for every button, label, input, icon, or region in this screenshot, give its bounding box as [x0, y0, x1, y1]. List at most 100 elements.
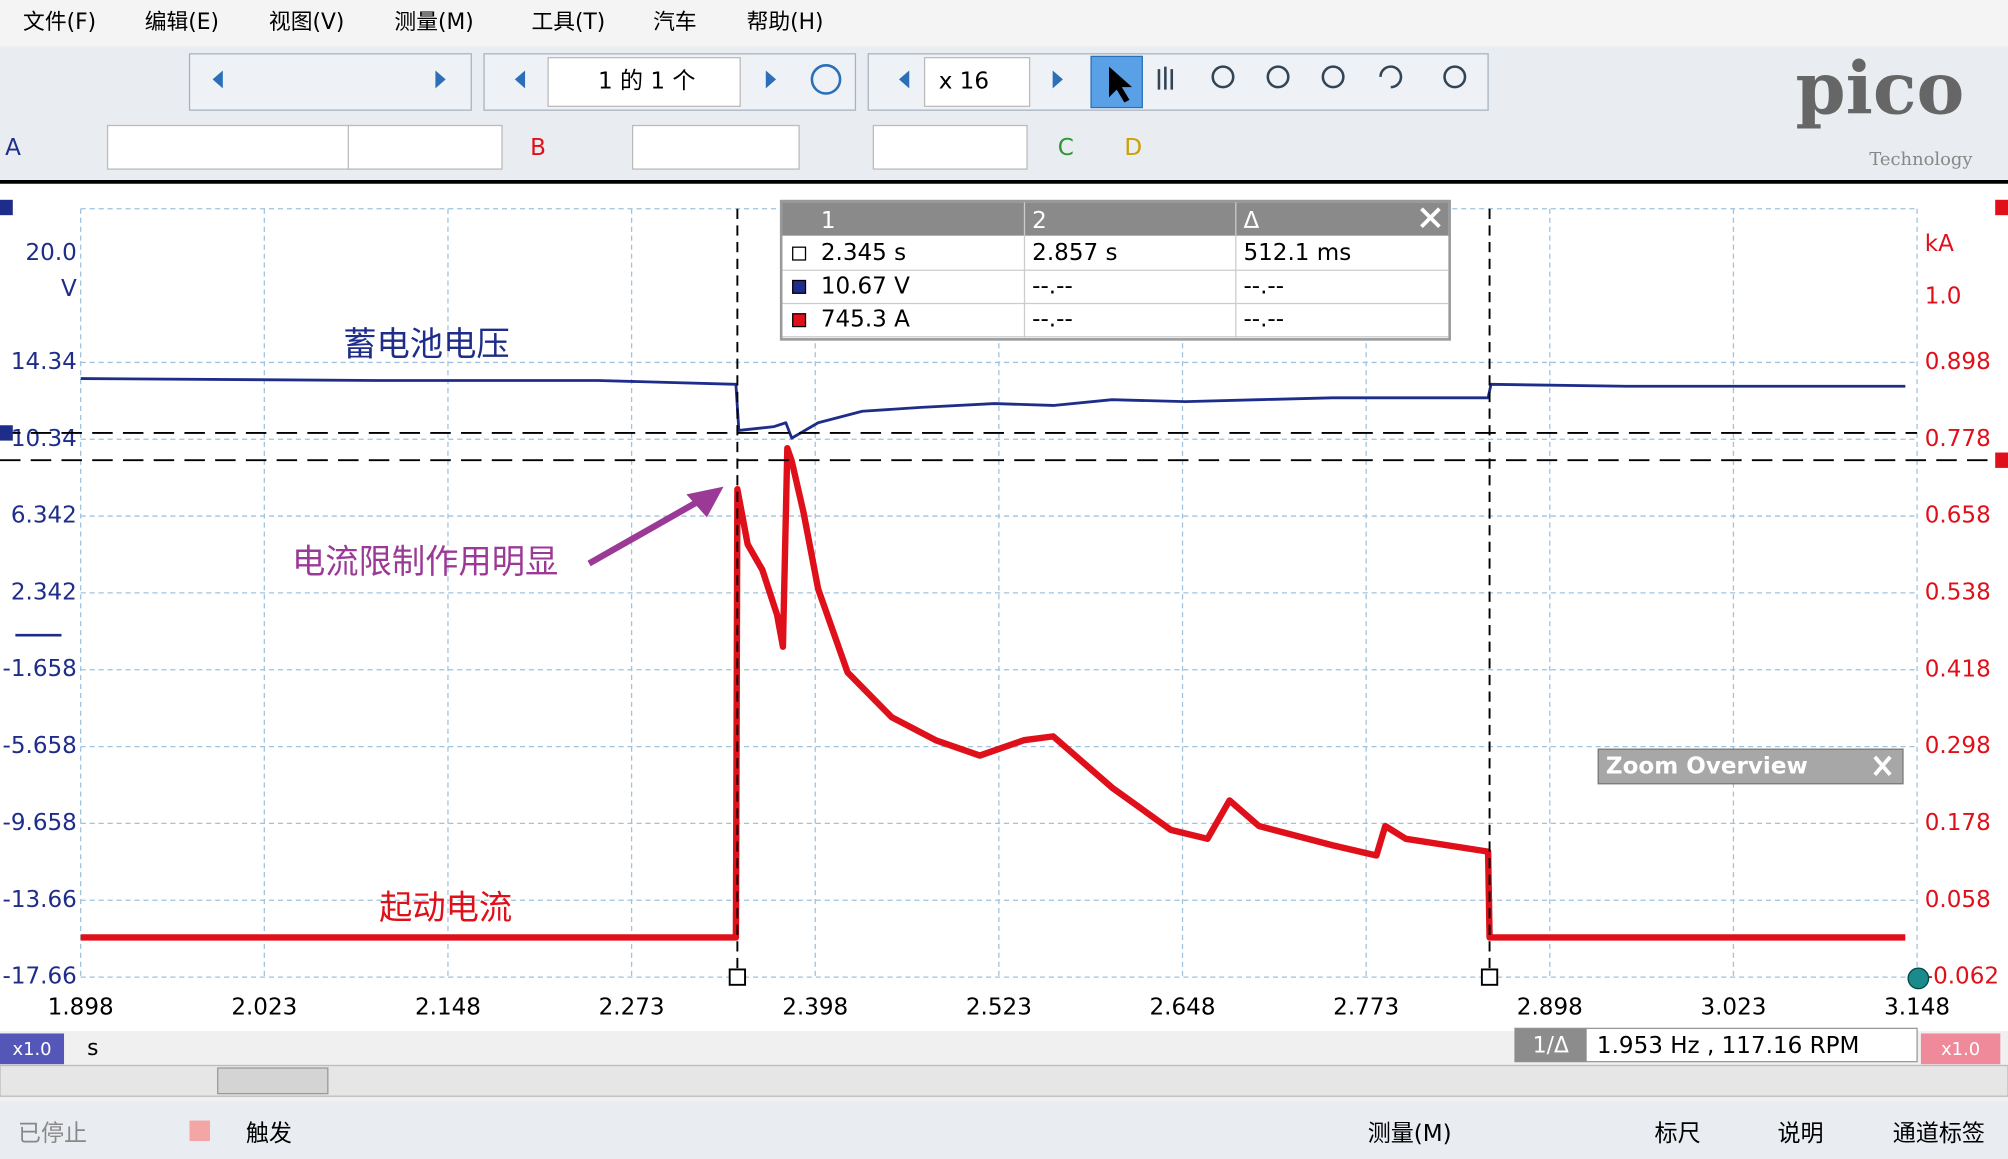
tool-icons	[810, 64, 1467, 95]
y-tick-label: 20.0	[26, 240, 77, 266]
pointer-button[interactable]	[1090, 55, 1143, 109]
annotation: 蓄电池电压	[343, 324, 509, 363]
y2-tick-label: 0.898	[1925, 349, 1991, 375]
bottom-button[interactable]: 标尺	[1655, 1121, 1701, 1147]
ruler-handle[interactable]	[1995, 452, 2008, 468]
bottom-button[interactable]: 触发	[246, 1121, 292, 1147]
x-tick-label: 2.523	[966, 994, 1032, 1020]
ruler-cell: --.--	[1243, 307, 1284, 333]
menu-item[interactable]: 汽车	[653, 10, 697, 35]
ruler-cell: 2.345 s	[821, 240, 906, 266]
ruler-cell: --.--	[1243, 273, 1284, 299]
channel-icon	[792, 246, 807, 261]
ruler-header: 2	[1032, 208, 1047, 234]
channel-button[interactable]: D	[1124, 135, 1142, 161]
y2-tick-label: 0.418	[1925, 656, 1991, 682]
page-box	[547, 57, 741, 107]
channel-combo[interactable]	[631, 124, 800, 170]
x-scale-box	[0, 1033, 65, 1065]
ruler-cell: 512.1 ms	[1243, 240, 1351, 266]
logo: pico	[1796, 46, 1965, 130]
scrollbar[interactable]	[0, 1064, 2008, 1097]
ruler-header: Δ	[1243, 208, 1259, 234]
bottom-toolbar	[0, 1101, 2008, 1159]
freq-label-bg	[1514, 1028, 1587, 1062]
menu-item[interactable]: 编辑(E)	[145, 10, 219, 35]
freq-value: 1.953 Hz , 117.16 RPM	[1597, 1033, 1859, 1059]
y2-tick-label: 0.058	[1925, 887, 1991, 913]
scroll-thumb[interactable]	[217, 1067, 329, 1095]
y-axis-unit: V	[61, 276, 77, 302]
x-unit: s	[87, 1036, 98, 1061]
x-tick-label: 3.023	[1700, 994, 1766, 1020]
channel-combo[interactable]	[872, 124, 1028, 170]
zoom-text: x 16	[939, 68, 989, 94]
x-scale: x1.0	[12, 1039, 51, 1060]
annotation: 电流限制作用明显	[292, 542, 558, 581]
ruler-header: 1	[821, 208, 836, 234]
channel-combo[interactable]	[347, 124, 503, 170]
freq-label: 1/Δ	[1533, 1033, 1569, 1058]
channel-button[interactable]: C	[1058, 135, 1074, 161]
y-tick-label: -17.66	[3, 964, 77, 990]
series-line	[80, 445, 1906, 941]
bottom-button[interactable]: 通道标签	[1893, 1121, 1985, 1147]
ruler-cell: 2.857 s	[1032, 240, 1117, 266]
y2-tick-label: 0.658	[1925, 503, 1991, 529]
close-icon[interactable]	[1420, 207, 1441, 229]
y-tick-label: -9.658	[3, 810, 77, 836]
channel-icon	[792, 279, 807, 294]
y2-tick-label: 0.778	[1925, 426, 1991, 452]
toolbar-group	[188, 53, 472, 111]
menu-item[interactable]: 帮助(H)	[747, 10, 824, 35]
y2-scale-box	[1920, 1033, 2001, 1065]
ruler-cell: --.--	[1032, 273, 1073, 299]
menu-item[interactable]: 文件(F)	[23, 10, 96, 35]
ruler-handle[interactable]	[0, 425, 13, 441]
x-tick-label: 2.773	[1333, 994, 1399, 1020]
bottom-button[interactable]: 测量(M)	[1368, 1121, 1452, 1147]
menu: 文件(F) 编辑(E) 视图(V) 测量(M) 工具(T) 汽车 帮助(H)	[23, 10, 823, 35]
zoom-close[interactable]	[1873, 755, 1892, 777]
y2-tick-label: 1.0	[1925, 284, 1962, 310]
x-tick-label: 2.398	[782, 994, 848, 1020]
zoom-handle[interactable]	[1907, 967, 1930, 990]
y2-tick-label: -0.062	[1925, 964, 1999, 990]
ruler-handle[interactable]	[1480, 968, 1499, 986]
y-tick-label: -5.658	[3, 733, 77, 759]
y2-tick-label: 0.298	[1925, 733, 1991, 759]
nav-arrows	[212, 70, 1063, 89]
y2-axis-unit: kA	[1925, 231, 1954, 257]
menu-item[interactable]: 工具(T)	[531, 10, 605, 35]
channel-marker	[0, 199, 13, 216]
bottom-items: 已停止 触发 测量(M) 标尺 说明 通道标签	[18, 1121, 1985, 1147]
x-tick-label: 2.273	[599, 994, 665, 1020]
channel-marker	[1995, 199, 2008, 216]
menu-item[interactable]: 测量(M)	[394, 10, 473, 35]
ruler-handle[interactable]	[728, 968, 747, 986]
channel-button[interactable]: A	[5, 135, 21, 161]
x-tick-label: 2.148	[415, 994, 481, 1020]
channel-button[interactable]: B	[530, 135, 546, 161]
zoom-overview-title: Zoom Overview	[1606, 754, 1808, 780]
ruler-cell: 10.67 V	[821, 273, 910, 299]
channel-combo[interactable]	[106, 124, 352, 170]
annotation: 起动电流	[379, 888, 512, 927]
y-tick-label: 2.342	[11, 579, 77, 605]
x-tick-label: 1.898	[48, 994, 114, 1020]
y2-tick-label: 0.538	[1925, 579, 1991, 605]
bottom-button[interactable]: 已停止	[18, 1121, 87, 1147]
y-tick-label: 10.34	[11, 426, 77, 452]
channel-icon	[792, 313, 807, 328]
menu-item[interactable]: 视图(V)	[269, 10, 344, 35]
y-tick-label: 14.34	[11, 349, 77, 375]
logo-tagline: Technology	[1869, 149, 1973, 170]
stop-icon	[189, 1120, 211, 1142]
y-tick-label: -1.658	[3, 656, 77, 682]
menu-bar	[0, 0, 2008, 47]
bottom-button[interactable]: 说明	[1777, 1121, 1823, 1147]
x-tick-label: 2.898	[1517, 994, 1583, 1020]
channel-bar: A B C D	[5, 124, 1142, 170]
